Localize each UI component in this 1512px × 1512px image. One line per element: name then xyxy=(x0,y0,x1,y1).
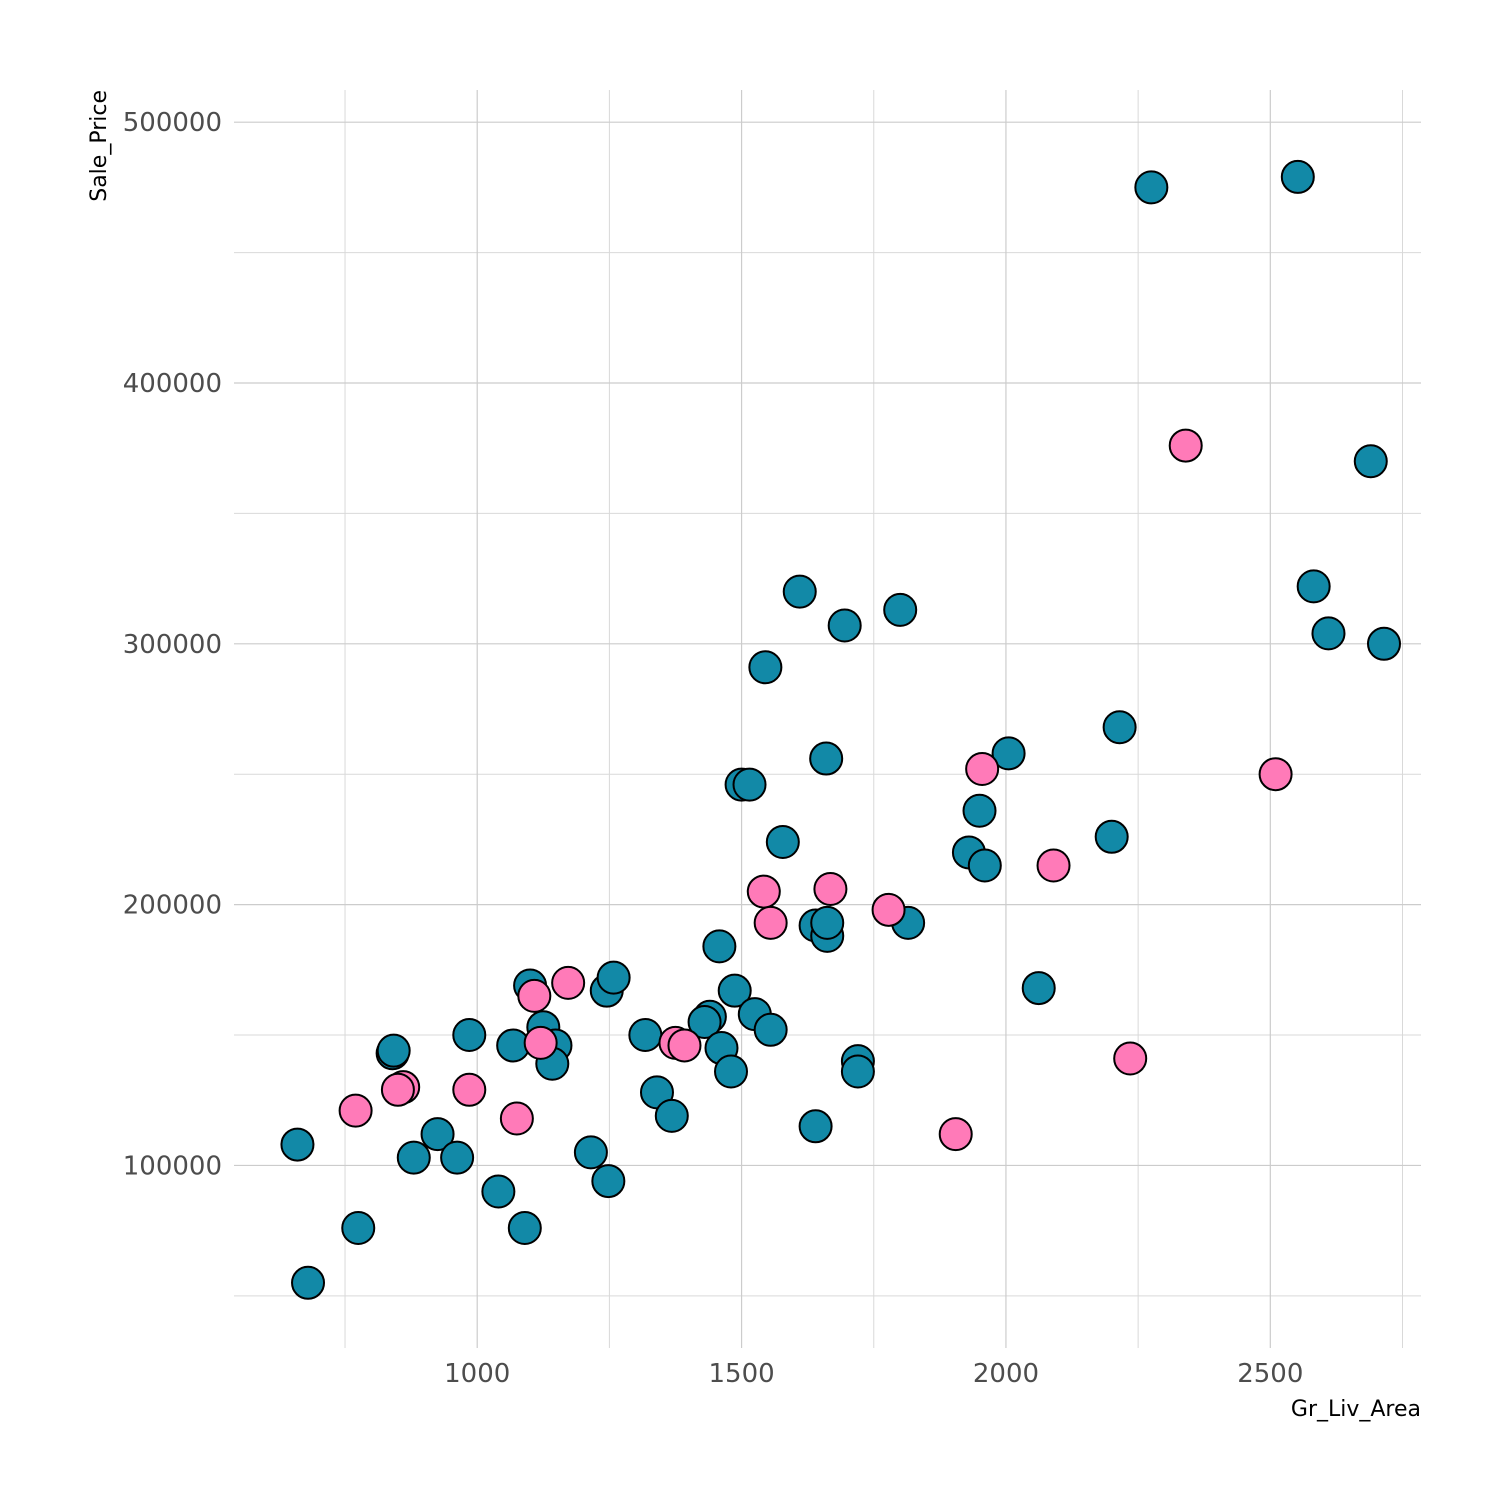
data-point xyxy=(687,1004,722,1039)
data-point xyxy=(1102,710,1137,745)
data-point xyxy=(883,592,918,627)
data-point xyxy=(1134,170,1169,205)
data-point xyxy=(452,1018,487,1053)
data-point xyxy=(1353,444,1388,479)
y-tick-label: 500000 xyxy=(123,108,222,138)
data-point xyxy=(1366,626,1401,661)
y-axis-title: Sale_Price xyxy=(87,90,112,202)
data-point xyxy=(499,1101,534,1136)
data-point xyxy=(748,650,783,685)
data-point xyxy=(1021,971,1056,1006)
data-point xyxy=(654,1098,689,1133)
y-axis-tick-labels: 100000 200000 300000 400000 500000 xyxy=(123,108,222,1181)
data-point xyxy=(938,1117,973,1152)
data-point xyxy=(827,608,862,643)
data-point xyxy=(810,905,845,940)
data-point xyxy=(967,848,1002,883)
x-axis-title: Gr_Liv_Area xyxy=(1291,1397,1421,1422)
data-point xyxy=(440,1140,475,1175)
data-point xyxy=(667,1028,702,1063)
data-point xyxy=(1036,848,1071,883)
data-point xyxy=(1296,569,1331,604)
y-tick-label: 100000 xyxy=(123,1151,222,1181)
data-point xyxy=(1280,159,1315,194)
x-tick-label: 2000 xyxy=(973,1359,1039,1389)
data-point xyxy=(798,1109,833,1144)
data-point xyxy=(396,1140,431,1175)
data-point xyxy=(1258,757,1293,792)
minor-gridlines xyxy=(234,90,1421,1348)
data-point xyxy=(507,1211,542,1246)
data-point xyxy=(280,1127,315,1162)
data-point xyxy=(523,1025,558,1060)
data-point xyxy=(765,825,800,860)
data-point xyxy=(628,1018,663,1053)
y-tick-label: 200000 xyxy=(123,891,222,921)
data-point xyxy=(517,978,552,1013)
data-point xyxy=(965,751,1000,786)
data-point xyxy=(702,929,737,964)
data-point xyxy=(809,741,844,776)
data-point xyxy=(871,892,906,927)
data-point xyxy=(753,1012,788,1047)
data-point xyxy=(376,1033,411,1068)
data-point xyxy=(813,871,848,906)
data-point xyxy=(591,1164,626,1199)
data-point xyxy=(753,905,788,940)
data-point xyxy=(551,965,586,1000)
data-point xyxy=(782,574,817,609)
data-point xyxy=(991,736,1026,771)
data-point xyxy=(341,1211,376,1246)
data-point xyxy=(840,1054,875,1089)
y-tick-label: 300000 xyxy=(123,630,222,660)
x-tick-label: 1000 xyxy=(444,1359,510,1389)
data-point xyxy=(1113,1041,1148,1076)
data-point xyxy=(452,1072,487,1107)
data-point xyxy=(1094,819,1129,854)
x-tick-label: 2500 xyxy=(1237,1359,1303,1389)
y-tick-label: 400000 xyxy=(123,369,222,399)
data-point xyxy=(1311,616,1346,651)
data-point xyxy=(962,793,997,828)
data-point xyxy=(746,874,781,909)
data-point xyxy=(338,1093,373,1128)
data-point xyxy=(717,973,752,1008)
data-point xyxy=(420,1117,455,1152)
data-point xyxy=(732,767,767,802)
data-point xyxy=(291,1265,326,1300)
data-point xyxy=(481,1174,516,1209)
data-point xyxy=(573,1135,608,1170)
data-point xyxy=(714,1054,749,1089)
data-points xyxy=(280,159,1401,1300)
data-point xyxy=(596,960,631,995)
data-point xyxy=(1168,428,1203,463)
x-axis-tick-labels: 1000 1500 2000 2500 xyxy=(444,1359,1303,1389)
x-tick-label: 1500 xyxy=(708,1359,774,1389)
data-point xyxy=(380,1072,415,1107)
major-gridlines xyxy=(234,90,1421,1348)
